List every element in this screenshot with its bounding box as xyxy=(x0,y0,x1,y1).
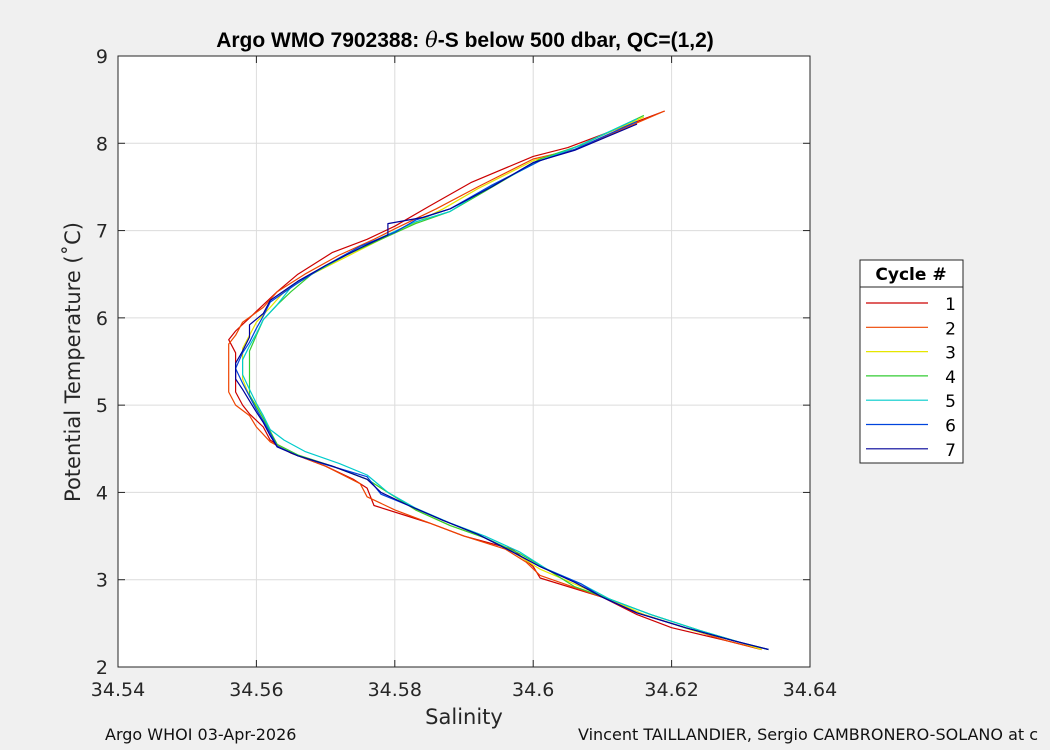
axis-ticks xyxy=(117,55,811,668)
legend: Cycle # 1 2 3 4 5 6 7 xyxy=(859,259,964,464)
x-tick-label: 34.54 xyxy=(91,679,145,701)
x-tick-label: 34.56 xyxy=(229,679,283,701)
y-tick-label: 3 xyxy=(96,570,108,592)
chart-title-theta: θ xyxy=(425,28,438,52)
legend-entries: 1 2 3 4 5 6 7 xyxy=(866,295,956,461)
footer-source: Argo WHOI 03-Apr-2026 xyxy=(105,725,297,744)
chart-title-prefix: Argo WMO 7902388: xyxy=(216,29,425,52)
legend-label-cycle-5: 5 xyxy=(945,392,956,412)
legend-label-cycle-2: 2 xyxy=(945,319,956,339)
chart-title: Argo WMO 7902388: θ-S below 500 dbar, QC… xyxy=(216,28,714,52)
legend-title: Cycle # xyxy=(875,265,946,285)
series-layer xyxy=(228,110,769,651)
legend-box xyxy=(859,259,964,464)
y-tick-label: 7 xyxy=(96,221,108,243)
legend-label-cycle-7: 7 xyxy=(945,441,956,461)
y-tick-label: 4 xyxy=(96,482,108,504)
y-tick-label: 6 xyxy=(96,308,108,330)
legend-label-cycle-4: 4 xyxy=(945,368,956,388)
axes-box xyxy=(117,55,811,668)
series-line-cycle-1 xyxy=(228,110,762,651)
y-tick-label: 9 xyxy=(96,46,108,68)
legend-label-cycle-1: 1 xyxy=(945,295,956,315)
y-tick-label: 5 xyxy=(96,395,108,417)
x-tick-label: 34.62 xyxy=(644,679,698,701)
x-tick-label: 34.64 xyxy=(783,679,837,701)
y-tick-labels: 2 3 4 5 6 7 8 9 xyxy=(96,46,108,679)
x-tick-label: 34.6 xyxy=(512,679,554,701)
x-tick-labels: 34.54 34.56 34.58 34.6 34.62 34.64 xyxy=(91,679,837,701)
plot-area xyxy=(118,56,810,667)
y-tick-label: 2 xyxy=(96,657,108,679)
y-tick-label: 8 xyxy=(96,133,108,155)
x-axis-label: Salinity xyxy=(425,705,503,729)
legend-label-cycle-6: 6 xyxy=(945,417,956,437)
series-line-cycle-2 xyxy=(228,110,762,651)
y-axis-label: Potential Temperature (˚C) xyxy=(61,222,85,502)
chart-title-suffix: -S below 500 dbar, QC=(1,2) xyxy=(438,29,714,52)
x-tick-label: 34.58 xyxy=(368,679,422,701)
legend-label-cycle-3: 3 xyxy=(945,344,956,364)
footer-credits: Vincent TAILLANDIER, Sergio CAMBRONERO-S… xyxy=(578,725,1039,744)
series-line-cycle-7 xyxy=(235,123,769,651)
